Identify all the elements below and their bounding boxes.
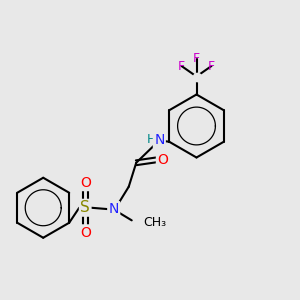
Text: F: F bbox=[178, 59, 185, 73]
Text: O: O bbox=[157, 153, 168, 167]
Text: N: N bbox=[109, 202, 119, 216]
Text: F: F bbox=[208, 59, 215, 73]
Text: S: S bbox=[80, 200, 90, 215]
Text: CH₃: CH₃ bbox=[143, 216, 166, 229]
Text: O: O bbox=[80, 226, 91, 240]
Text: O: O bbox=[80, 176, 91, 190]
Text: N: N bbox=[154, 133, 164, 147]
Text: H: H bbox=[146, 133, 156, 146]
Text: F: F bbox=[193, 52, 200, 65]
